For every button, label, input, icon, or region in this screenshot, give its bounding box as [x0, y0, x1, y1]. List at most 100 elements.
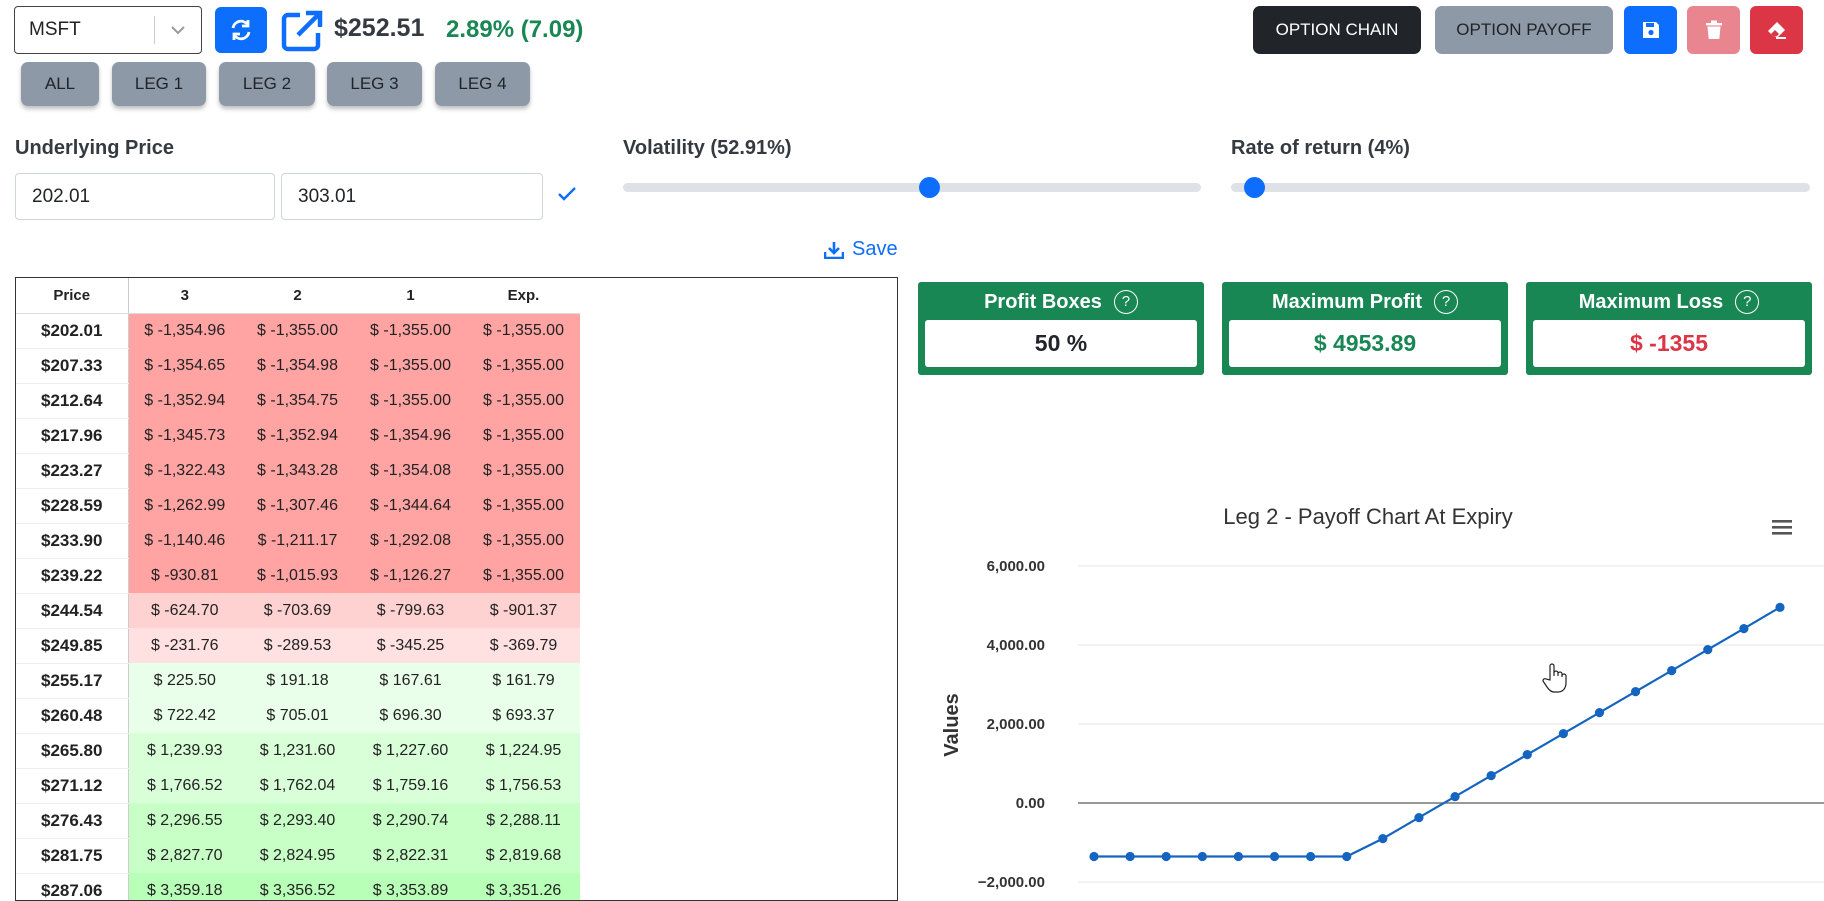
payoff-chart: Leg 2 - Payoff Chart At Expiry Values 6,…: [941, 504, 1824, 891]
table-cell: $ -1,354.75: [241, 383, 354, 418]
maximum-loss-label: Maximum Loss: [1578, 291, 1724, 313]
price-min-input[interactable]: 202.01: [15, 173, 275, 220]
data-point[interactable]: [1522, 750, 1532, 760]
table-header-row: Price 3 2 1 Exp.: [16, 278, 580, 314]
data-point[interactable]: [1486, 771, 1496, 781]
series-line: [1094, 606, 1781, 858]
row-price: $260.48: [16, 698, 129, 734]
tab-leg-3[interactable]: LEG 3: [327, 62, 422, 106]
y-tick-label: 4,000.00: [987, 637, 1045, 654]
external-link-button[interactable]: [279, 8, 325, 54]
volatility-slider-thumb[interactable]: [918, 177, 940, 198]
data-point[interactable]: [1775, 602, 1785, 612]
table-cell: $ 3,351.26: [467, 873, 580, 900]
data-point[interactable]: [1450, 792, 1460, 802]
ticker-price: $252.51: [334, 14, 425, 42]
delete-button[interactable]: [1687, 6, 1740, 54]
save-table-link[interactable]: Save: [824, 238, 898, 261]
data-point[interactable]: [1667, 666, 1677, 676]
table-row: $271.12 $ 1,766.52 $ 1,762.04 $ 1,759.16 $ 1…: [16, 768, 580, 804]
table-cell: $ -901.37: [467, 593, 580, 628]
table-cell: $ 2,827.70: [128, 838, 241, 873]
maximum-profit-label: Maximum Profit: [1271, 291, 1423, 313]
table-cell: $ 1,766.52: [128, 768, 241, 803]
table-cell: $ 161.79: [467, 663, 580, 698]
volatility-slider[interactable]: [623, 183, 1201, 192]
table-cell: $ 191.18: [241, 663, 354, 698]
table-cell: $ -1,354.98: [241, 348, 354, 383]
table-cell: $ 1,239.93: [128, 733, 241, 768]
eraser-icon: [1767, 22, 1786, 39]
table-cell: $ 2,293.40: [241, 803, 354, 838]
refresh-button[interactable]: [215, 7, 267, 53]
tab-leg-4[interactable]: LEG 4: [435, 62, 530, 106]
table-cell: $ -1,355.00: [467, 558, 580, 593]
clear-button[interactable]: [1750, 6, 1803, 54]
apply-range-button[interactable]: [557, 186, 577, 207]
table-row: $249.85 $ -231.76 $ -289.53 $ -345.25 $ -369…: [16, 628, 580, 664]
table-cell: $ 2,288.11: [467, 803, 580, 838]
data-point[interactable]: [1594, 708, 1605, 718]
data-point[interactable]: [1306, 851, 1316, 862]
column-header-price: Price: [16, 278, 129, 314]
row-price: $265.80: [16, 733, 129, 769]
save-strategy-button[interactable]: [1624, 6, 1677, 54]
data-point[interactable]: [1233, 851, 1244, 862]
tab-leg-1[interactable]: LEG 1: [112, 62, 206, 106]
table-cell: $ -1,292.08: [354, 523, 467, 558]
table-cell: $ 1,231.60: [241, 733, 354, 768]
y-tick-label: 2,000.00: [987, 716, 1045, 733]
y-tick-label: 0.00: [1016, 795, 1045, 812]
option-payoff-button[interactable]: OPTION PAYOFF: [1435, 6, 1613, 54]
price-max-input[interactable]: 303.01: [281, 173, 543, 220]
tab-all[interactable]: ALL: [21, 62, 99, 106]
data-point[interactable]: [1558, 729, 1568, 739]
data-point[interactable]: [1125, 851, 1135, 862]
table-cell: $ -624.70: [128, 593, 241, 628]
hand-cursor-icon: [1542, 663, 1567, 693]
data-point[interactable]: [1161, 851, 1171, 862]
chevron-down-icon[interactable]: [155, 25, 201, 35]
table-cell: $ 1,759.16: [354, 768, 467, 803]
help-icon[interactable]: ?: [1113, 290, 1138, 314]
data-point[interactable]: [1342, 851, 1352, 862]
ticker-change: 2.89% (7.09): [446, 16, 584, 43]
rate-of-return-slider-thumb[interactable]: [1244, 177, 1266, 198]
column-header-1: 1: [354, 278, 467, 314]
table-cell: $ -1,307.46: [241, 488, 354, 523]
help-icon[interactable]: ?: [1434, 290, 1459, 314]
save-table-label: Save: [852, 238, 898, 260]
data-point[interactable]: [1414, 813, 1424, 823]
help-icon[interactable]: ?: [1735, 290, 1760, 314]
table-cell: $ -369.79: [467, 628, 580, 663]
table-cell: $ -1,355.00: [241, 313, 354, 348]
profit-boxes-card: Profit Boxes? 50 %: [918, 282, 1204, 375]
floppy-disk-icon: [1642, 22, 1659, 38]
table-cell: $ 696.30: [354, 698, 467, 733]
table-cell: $ 3,353.89: [354, 873, 467, 900]
data-point[interactable]: [1269, 851, 1280, 862]
maximum-profit-value: $ 4953.89: [1229, 320, 1501, 367]
table-cell: $ 1,756.53: [467, 768, 580, 803]
tab-leg-2[interactable]: LEG 2: [219, 62, 315, 106]
table-cell: $ 225.50: [128, 663, 241, 698]
option-chain-button[interactable]: OPTION CHAIN: [1253, 6, 1421, 54]
table-row: $217.96 $ -1,345.73 $ -1,352.94 $ -1,354.96…: [16, 418, 580, 454]
table-cell: $ 2,822.31: [354, 838, 467, 873]
data-point[interactable]: [1630, 687, 1641, 697]
data-point[interactable]: [1089, 851, 1099, 862]
rate-of-return-slider[interactable]: [1231, 183, 1810, 192]
table-cell: $ -1,355.00: [467, 453, 580, 488]
row-price: $244.54: [16, 593, 129, 629]
data-point[interactable]: [1703, 645, 1713, 655]
data-point[interactable]: [1739, 624, 1749, 634]
data-point[interactable]: [1197, 851, 1207, 862]
table-cell: $ -1,126.27: [354, 558, 467, 593]
chart-menu-icon[interactable]: [1772, 520, 1792, 535]
ticker-select[interactable]: MSFT: [14, 6, 202, 54]
row-price: $223.27: [16, 453, 129, 489]
table-cell: $ -1,345.73: [128, 418, 241, 453]
row-price: $271.12: [16, 768, 129, 804]
table-cell: $ 1,227.60: [354, 733, 467, 768]
data-point[interactable]: [1378, 834, 1388, 844]
